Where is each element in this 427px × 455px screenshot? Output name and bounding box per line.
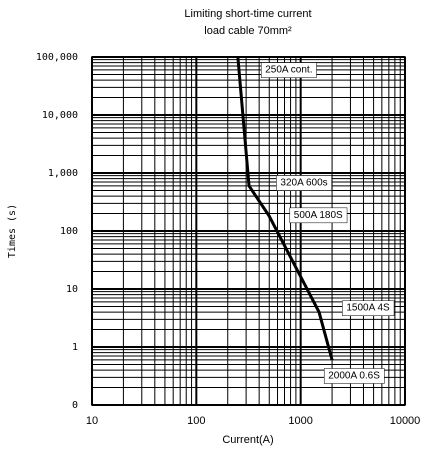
chart-title: Limiting short-time current xyxy=(184,8,311,20)
x-tick-label: 10000 xyxy=(390,415,421,427)
annotation-text: 250A cont. xyxy=(265,65,312,76)
annotation-text: 500A 180S xyxy=(294,210,343,221)
annotation-box xyxy=(323,368,385,384)
y-axis-label: Times (s) xyxy=(7,204,18,258)
x-tick-label: 1000 xyxy=(288,415,312,427)
line xyxy=(236,56,334,361)
annotation: 500A 180S xyxy=(289,207,348,224)
annotation: 320A 600s xyxy=(276,175,332,191)
x-tick-label: 10 xyxy=(86,415,98,427)
y-tick-label: 10,000 xyxy=(42,110,78,121)
annotation-text: 2000A 0.6S xyxy=(328,371,380,382)
annotation: 2000A 0.6S xyxy=(323,368,385,384)
annotation-text: 1500A 4S xyxy=(346,303,390,314)
y-tick-label: 1,000 xyxy=(48,168,78,179)
plot-frame xyxy=(91,56,406,406)
annotation: 1500A 4S xyxy=(342,300,395,316)
annotation-box xyxy=(260,62,317,78)
y-tick-label: 100,000 xyxy=(36,52,78,63)
chart-title: load cable 70mm² xyxy=(204,25,292,37)
y-tick-label: 100 xyxy=(60,226,78,237)
y-tick-label: 0 xyxy=(72,400,78,411)
x-axis-label: Current(A) xyxy=(222,434,273,446)
annotation-box xyxy=(342,300,395,316)
x-tick-label: 100 xyxy=(187,415,205,427)
annotation: 250A cont. xyxy=(260,62,317,78)
annotation-box xyxy=(289,207,348,224)
annotation-text: 320A 600s xyxy=(280,178,327,189)
y-tick-label: 1 xyxy=(72,342,78,353)
annotation-box xyxy=(276,175,332,191)
y-tick-label: 10 xyxy=(66,284,78,295)
